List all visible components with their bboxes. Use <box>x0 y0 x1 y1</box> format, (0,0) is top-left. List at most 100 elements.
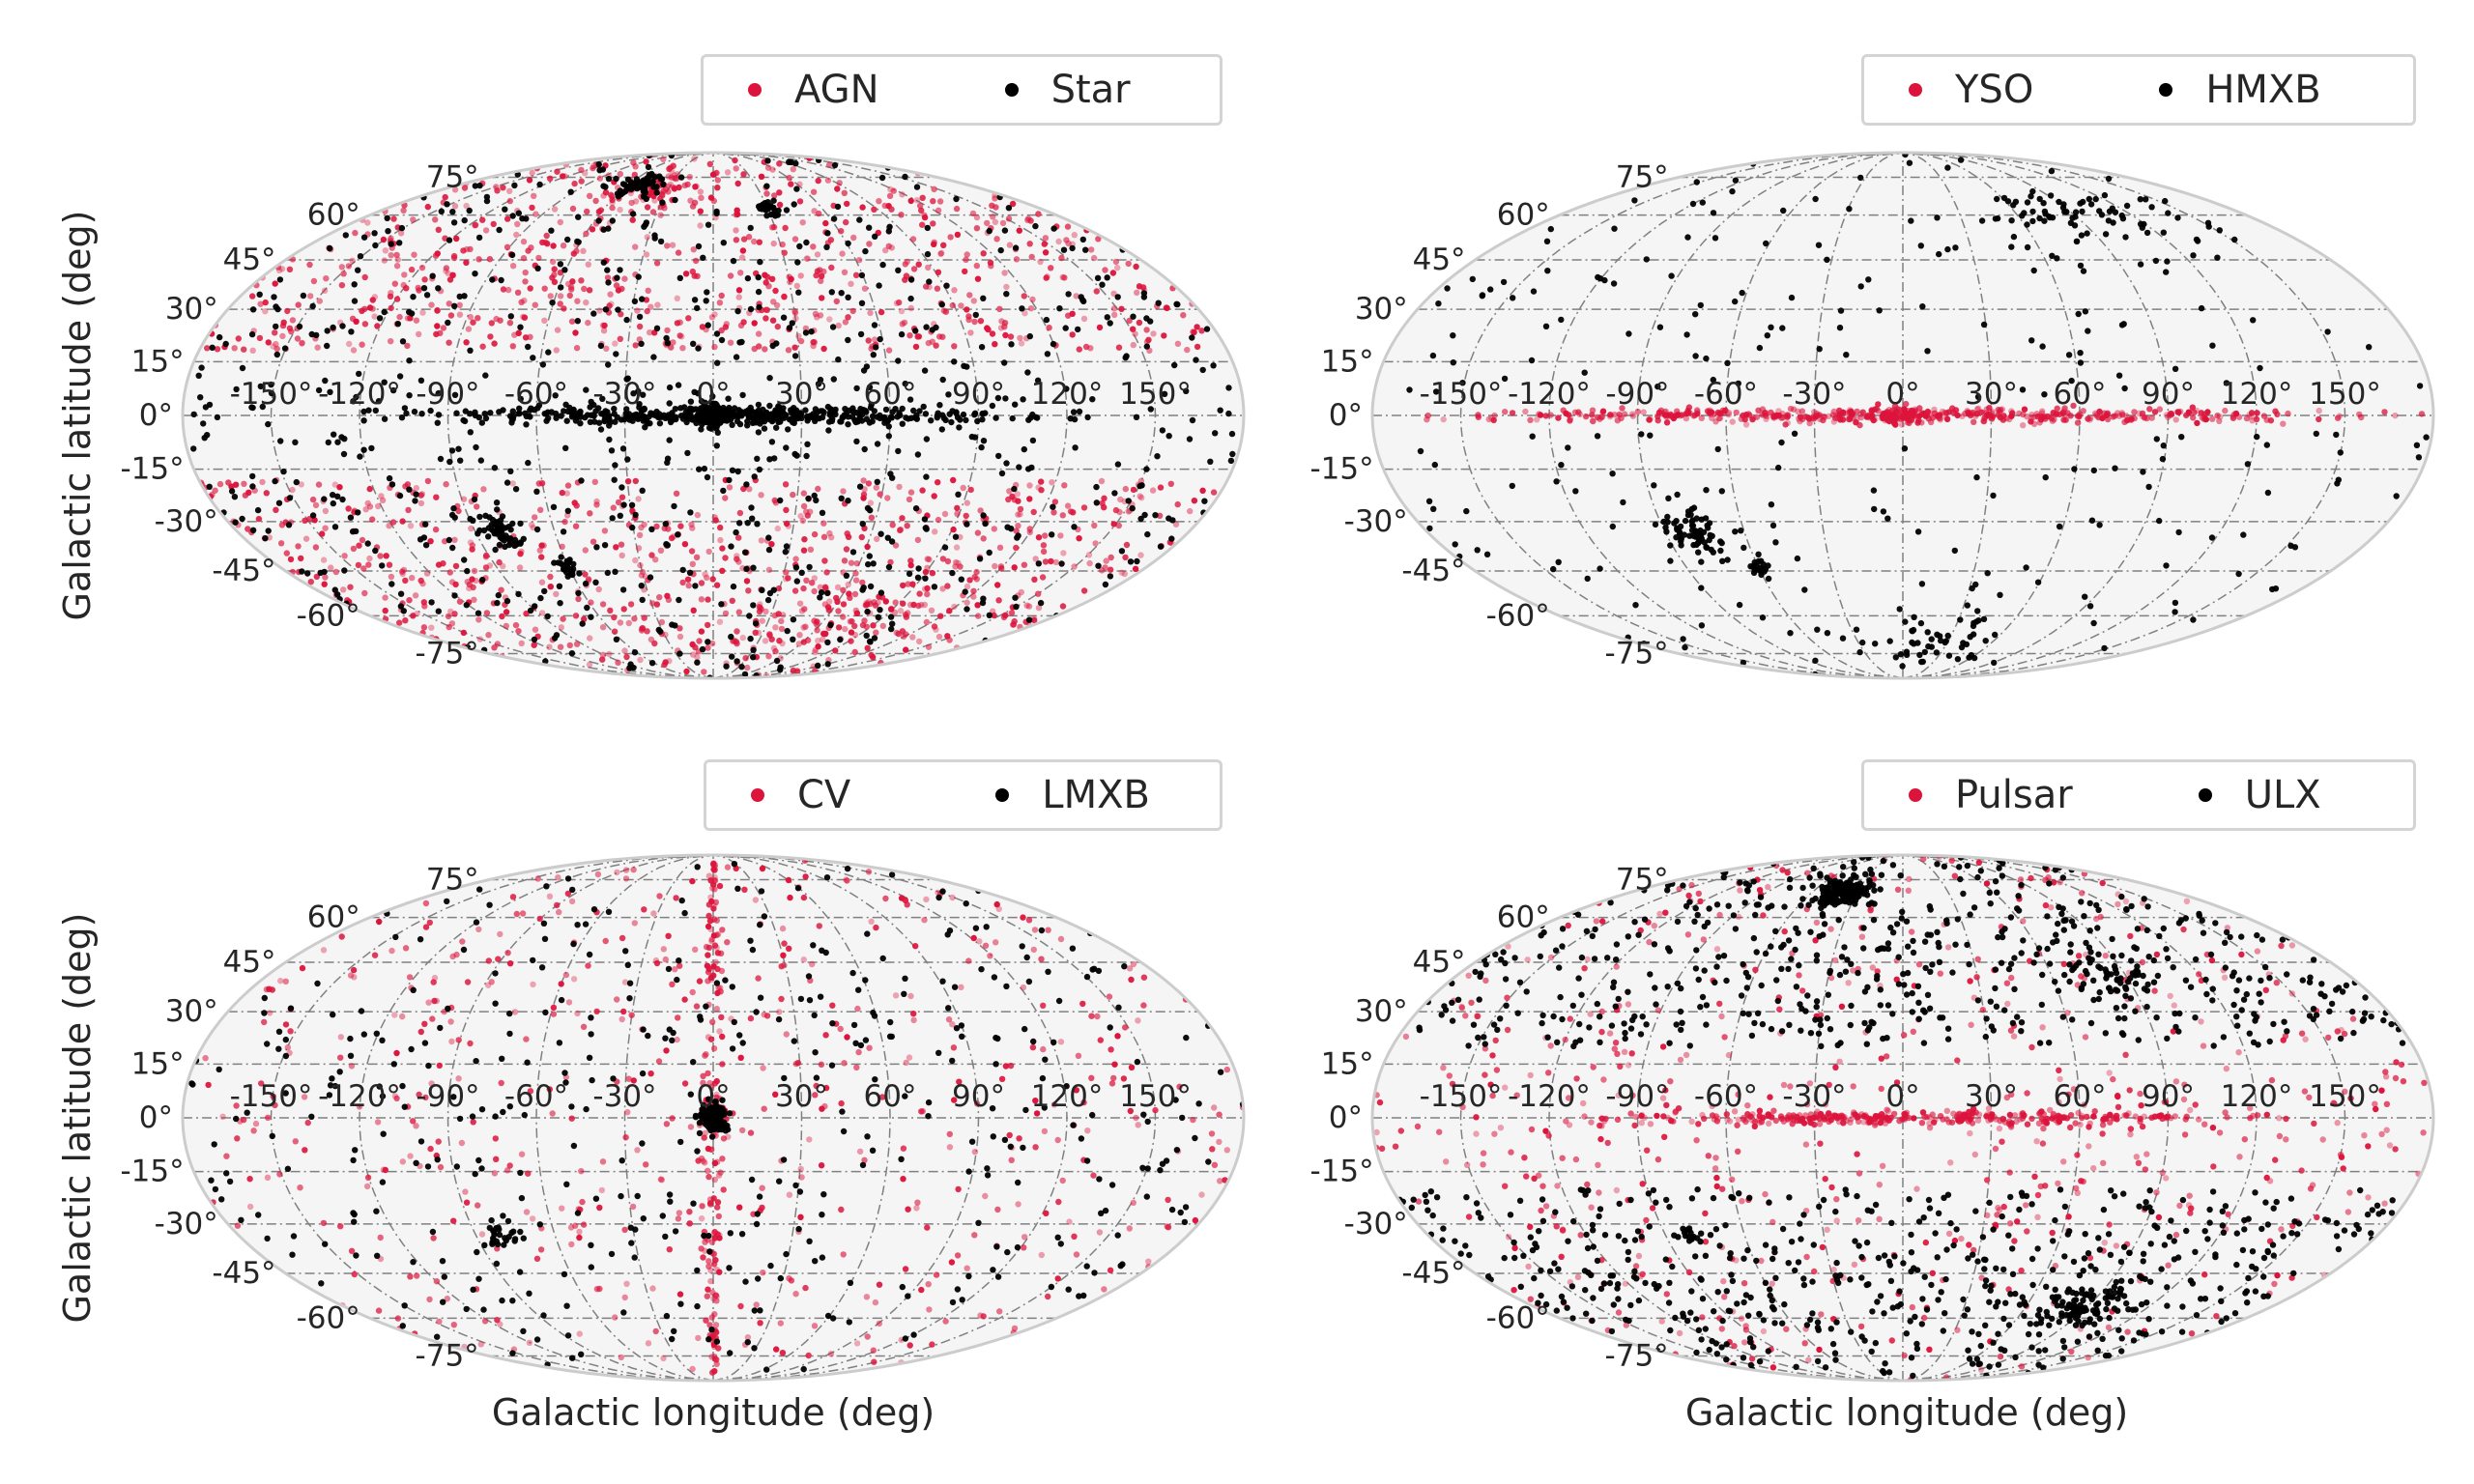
star-point <box>747 404 754 412</box>
agn-point <box>323 275 330 282</box>
agn-point <box>636 323 644 330</box>
hmxb-point <box>1901 445 1909 452</box>
star-point <box>994 394 1002 402</box>
agn-point <box>963 512 969 520</box>
cv-point <box>786 945 792 952</box>
cv-point <box>933 1271 940 1278</box>
star-point <box>268 381 274 388</box>
star-point <box>371 230 378 237</box>
agn-point <box>1101 495 1108 501</box>
cv-point <box>549 1110 556 1117</box>
star-point <box>292 439 299 445</box>
agn-point <box>688 548 696 555</box>
agn-point <box>359 307 365 314</box>
agn-point <box>446 339 452 346</box>
agn-point <box>374 323 381 329</box>
star-point <box>924 224 931 232</box>
cv-point <box>655 1058 663 1065</box>
yso-point <box>1857 414 1865 421</box>
hmxb-point <box>2072 209 2080 215</box>
star-point <box>330 324 336 331</box>
agn-point <box>549 274 556 281</box>
yso-point <box>2151 409 2159 415</box>
agn-point <box>460 629 467 637</box>
hmxb-point <box>1479 292 1486 299</box>
star-point <box>752 620 760 627</box>
agn-point <box>937 250 944 257</box>
agn-point <box>361 589 368 597</box>
agn-point <box>1130 486 1137 494</box>
cv-point <box>705 1286 711 1293</box>
star-point <box>1155 300 1162 306</box>
star-point <box>334 591 341 598</box>
star-point <box>281 345 289 352</box>
hmxb-point <box>2092 195 2099 203</box>
star-point <box>1009 414 1016 422</box>
star-point <box>624 176 632 183</box>
yso-point <box>1663 419 1671 426</box>
cv-point <box>1020 914 1026 921</box>
agn-point <box>404 342 411 350</box>
star-point <box>1144 530 1151 538</box>
cv-point <box>631 920 638 927</box>
hmxb-point <box>1857 174 1864 182</box>
star-point <box>753 409 760 415</box>
star-point <box>453 410 460 416</box>
star-point <box>1089 396 1096 403</box>
hmxb-point <box>1756 344 1764 352</box>
cv-point <box>1211 1104 1218 1111</box>
cv-point <box>704 962 711 969</box>
agn-point <box>698 628 705 635</box>
star-point <box>438 208 445 214</box>
cv-point <box>485 957 492 964</box>
star-point <box>1122 355 1129 361</box>
cv-point <box>546 1086 553 1093</box>
cv-point <box>923 896 930 903</box>
agn-point <box>973 225 981 232</box>
yso-point <box>1910 412 1916 419</box>
star-point <box>1021 445 1028 453</box>
agn-point <box>860 495 867 501</box>
cv-point <box>1015 1201 1021 1208</box>
star-point <box>647 410 654 416</box>
agn-point <box>848 629 855 636</box>
agn-point <box>538 542 545 549</box>
agn-point <box>416 330 422 338</box>
cv-point <box>696 978 704 985</box>
cv-point <box>797 1165 804 1173</box>
agn-point <box>563 490 570 497</box>
agn-point <box>914 333 921 340</box>
cv-point <box>371 952 379 958</box>
star-point <box>771 455 778 462</box>
agn-point <box>935 207 942 214</box>
agn-point <box>1114 264 1121 271</box>
agn-point <box>355 561 362 569</box>
lat-tick-label: 0° <box>1329 398 1363 433</box>
agn-point <box>957 563 964 570</box>
star-point <box>533 526 541 533</box>
agn-point <box>302 517 308 525</box>
agn-point <box>796 181 803 187</box>
star-point <box>417 377 425 384</box>
hmxb-point <box>2413 442 2421 448</box>
agn-point <box>447 312 455 319</box>
agn-point <box>1029 296 1036 303</box>
cv-point <box>946 1130 953 1138</box>
yso-point <box>2253 415 2260 423</box>
agn-point <box>528 522 535 528</box>
agn-point <box>912 343 920 351</box>
agn-point <box>647 328 653 336</box>
star-point <box>412 498 418 504</box>
series-hmxb <box>1406 153 2430 678</box>
agn-point <box>216 480 224 488</box>
agn-point <box>960 484 966 492</box>
agn-point <box>1117 496 1124 503</box>
yso-point <box>1848 408 1856 415</box>
star-point <box>418 411 425 417</box>
star-point <box>558 413 564 419</box>
agn-point <box>541 285 548 292</box>
cv-point <box>1032 1144 1039 1151</box>
yso-point <box>1755 407 1762 414</box>
agn-point <box>1125 260 1132 268</box>
star-point <box>995 452 1002 460</box>
